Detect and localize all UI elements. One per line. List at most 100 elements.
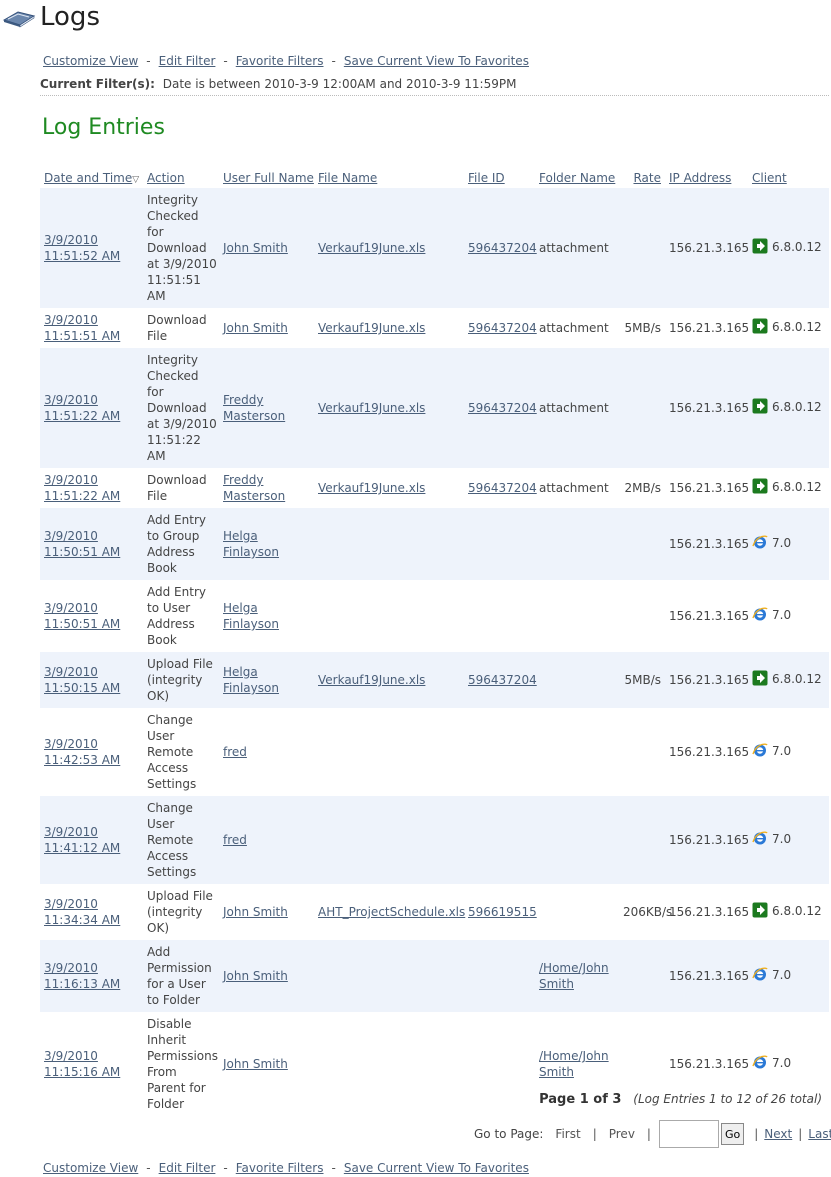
file-link[interactable]: Verkauf19June.xls bbox=[318, 241, 426, 255]
cell-folder bbox=[535, 796, 619, 884]
sort-action-link[interactable]: Action bbox=[147, 171, 185, 185]
next-page-link[interactable]: Next bbox=[764, 1127, 793, 1141]
cell-fileid bbox=[464, 580, 535, 652]
column-header-folder[interactable]: Folder Name bbox=[535, 168, 619, 188]
file-link[interactable]: Verkauf19June.xls bbox=[318, 673, 426, 687]
fileid-link[interactable]: 596437204 bbox=[468, 401, 537, 415]
file-link[interactable]: Verkauf19June.xls bbox=[318, 401, 426, 415]
cell-file bbox=[314, 940, 464, 1012]
cell-rate: 206KB/s bbox=[623, 905, 673, 919]
date-link[interactable]: 3/9/2010 11:41:12 AM bbox=[44, 825, 121, 855]
file-link[interactable]: Verkauf19June.xls bbox=[318, 321, 426, 335]
sort-rate-link[interactable]: Rate bbox=[633, 171, 661, 185]
customize-view-link[interactable]: Customize View bbox=[43, 54, 139, 68]
cell-file: Verkauf19June.xls bbox=[314, 652, 464, 708]
file-link[interactable]: AHT_ProjectSchedule.xls bbox=[318, 905, 466, 919]
cell-ip: 156.21.3.165 bbox=[669, 481, 750, 495]
user-link[interactable]: John Smith bbox=[223, 969, 288, 983]
sort-user-link[interactable]: User Full Name bbox=[223, 171, 314, 185]
date-link[interactable]: 3/9/2010 11:34:34 AM bbox=[44, 897, 121, 927]
date-link[interactable]: 3/9/2010 11:51:51 AM bbox=[44, 313, 121, 343]
user-link[interactable]: Helga Finlayson bbox=[223, 665, 279, 695]
column-header-file[interactable]: File Name bbox=[314, 168, 464, 188]
date-link[interactable]: 3/9/2010 11:51:52 AM bbox=[44, 233, 121, 263]
cell-file: Verkauf19June.xls bbox=[314, 468, 464, 508]
customize-view-link[interactable]: Customize View bbox=[43, 1161, 139, 1175]
user-link[interactable]: Freddy Masterson bbox=[223, 393, 286, 423]
folder-link[interactable]: /Home/John Smith bbox=[539, 961, 609, 991]
fileid-link[interactable]: 596437204 bbox=[468, 321, 537, 335]
pager-separator: | bbox=[592, 1127, 597, 1141]
green-arrow-icon bbox=[752, 398, 768, 418]
cell-user: Freddy Masterson bbox=[219, 348, 314, 468]
cell-fileid: 596619515 bbox=[464, 884, 537, 940]
sort-ip-link[interactable]: IP Address bbox=[669, 171, 732, 185]
column-header-date[interactable]: Date and Time▽ bbox=[40, 168, 143, 188]
fileid-link[interactable]: 596437204 bbox=[468, 673, 537, 687]
sort-folder-link[interactable]: Folder Name bbox=[539, 171, 616, 185]
favorite-filters-link[interactable]: Favorite Filters bbox=[235, 1161, 324, 1175]
column-header-client[interactable]: Client bbox=[748, 168, 829, 188]
column-header-action[interactable]: Action bbox=[143, 168, 219, 188]
folder-link[interactable]: /Home/John Smith bbox=[539, 1049, 609, 1079]
cell-ip: 156.21.3.165 bbox=[665, 652, 749, 708]
first-page-link[interactable]: First bbox=[555, 1127, 581, 1141]
fileid-link[interactable]: 596437204 bbox=[468, 481, 537, 495]
user-link[interactable]: fred bbox=[223, 745, 247, 759]
go-button[interactable]: Go bbox=[720, 1123, 745, 1145]
cell-rate bbox=[619, 940, 665, 1012]
cell-date: 3/9/2010 11:50:15 AM bbox=[40, 652, 143, 708]
user-link[interactable]: John Smith bbox=[223, 905, 288, 919]
sort-date-link[interactable]: Date and Time bbox=[44, 171, 133, 185]
last-page-link[interactable]: Last bbox=[808, 1127, 831, 1141]
date-link[interactable]: 3/9/2010 11:50:51 AM bbox=[44, 601, 121, 631]
page-number-input[interactable] bbox=[658, 1120, 719, 1148]
client-version: 6.8.0.12 bbox=[772, 480, 822, 494]
book-icon bbox=[2, 6, 36, 31]
prev-page-link[interactable]: Prev bbox=[608, 1127, 635, 1141]
cell-date: 3/9/2010 11:51:22 AM bbox=[40, 468, 143, 508]
user-link[interactable]: fred bbox=[223, 833, 247, 847]
cell-user: John Smith bbox=[219, 308, 314, 348]
save-view-link[interactable]: Save Current View To Favorites bbox=[343, 1161, 529, 1175]
sort-fileid-link[interactable]: File ID bbox=[468, 171, 505, 185]
date-link[interactable]: 3/9/2010 11:51:22 AM bbox=[44, 393, 121, 423]
favorite-filters-link[interactable]: Favorite Filters bbox=[235, 54, 324, 68]
cell-user: John Smith bbox=[219, 188, 314, 308]
date-link[interactable]: 3/9/2010 11:16:13 AM bbox=[44, 961, 121, 991]
user-link[interactable]: Helga Finlayson bbox=[223, 529, 279, 559]
cell-client: 6.8.0.12 bbox=[748, 188, 829, 308]
fileid-link[interactable]: 596619515 bbox=[468, 905, 537, 919]
column-header-rate[interactable]: Rate bbox=[619, 168, 665, 188]
cell-ip: 156.21.3.165 bbox=[669, 321, 750, 335]
sort-client-link[interactable]: Client bbox=[752, 171, 787, 185]
sort-file-link[interactable]: File Name bbox=[318, 171, 378, 185]
cell-folder: attachment bbox=[539, 321, 609, 335]
edit-filter-link[interactable]: Edit Filter bbox=[158, 1161, 216, 1175]
save-view-link[interactable]: Save Current View To Favorites bbox=[343, 54, 529, 68]
date-link[interactable]: 3/9/2010 11:42:53 AM bbox=[44, 737, 121, 767]
user-link[interactable]: John Smith bbox=[223, 1057, 288, 1071]
column-header-user[interactable]: User Full Name bbox=[219, 168, 314, 188]
date-link[interactable]: 3/9/2010 11:51:22 AM bbox=[44, 473, 121, 503]
date-link[interactable]: 3/9/2010 11:15:16 AM bbox=[44, 1049, 121, 1079]
date-link[interactable]: 3/9/2010 11:50:15 AM bbox=[44, 665, 121, 695]
user-link[interactable]: Freddy Masterson bbox=[223, 473, 286, 503]
link-separator: - bbox=[146, 54, 151, 68]
cell-rate: 5MB/s bbox=[619, 652, 665, 708]
green-arrow-icon bbox=[752, 238, 768, 258]
column-header-fileid[interactable]: File ID bbox=[464, 168, 535, 188]
date-link[interactable]: 3/9/2010 11:50:51 AM bbox=[44, 529, 121, 559]
edit-filter-link[interactable]: Edit Filter bbox=[158, 54, 216, 68]
fileid-link[interactable]: 596437204 bbox=[468, 241, 537, 255]
cell-action: Upload File (integrity OK) bbox=[147, 889, 213, 935]
table-row: 3/9/2010 11:42:53 AM Change User Remote A… bbox=[40, 708, 829, 796]
user-link[interactable]: John Smith bbox=[223, 321, 288, 335]
user-link[interactable]: John Smith bbox=[223, 241, 288, 255]
column-header-ip[interactable]: IP Address bbox=[665, 168, 748, 188]
cell-fileid: 596437204 bbox=[464, 652, 537, 708]
user-link[interactable]: Helga Finlayson bbox=[223, 601, 279, 631]
cell-action: Add Entry to Group Address Book bbox=[143, 508, 219, 580]
file-link[interactable]: Verkauf19June.xls bbox=[318, 481, 426, 495]
cell-file bbox=[314, 708, 464, 796]
